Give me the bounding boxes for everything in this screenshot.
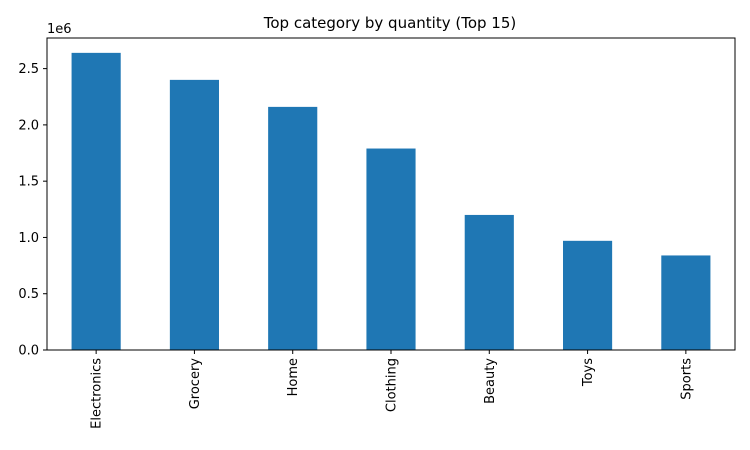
x-tick-label-sports: Sports	[679, 358, 694, 400]
bar-sports	[661, 255, 711, 350]
plot-area: 0.0 0.5 1.0 1.5 2.0 2.5 Electronics Grocery Home…	[18, 37, 736, 429]
y-tick-label: 1.0	[18, 231, 39, 246]
x-tick-label-home: Home	[286, 358, 301, 396]
bar-toys	[563, 240, 613, 350]
y-tick-label: 2.0	[18, 118, 39, 133]
x-tick-label-toys: Toys	[581, 358, 596, 387]
chart-title: Top category by quantity (Top 15)	[263, 14, 516, 32]
bar-home	[268, 106, 318, 350]
y-tick-label: 0.5	[18, 287, 39, 302]
y-tick-label: 0.0	[18, 344, 39, 359]
bar-grocery	[169, 79, 219, 351]
x-tick-label-beauty: Beauty	[483, 358, 498, 404]
bar-beauty	[464, 214, 514, 350]
y-tick-label: 2.5	[18, 62, 39, 77]
y-tick-label: 1.5	[18, 175, 39, 190]
bar-electronics	[71, 52, 121, 351]
x-tick-label-clothing: Clothing	[385, 358, 400, 412]
y-multiplier-label: 1e6	[47, 22, 72, 37]
x-tick-label-grocery: Grocery	[188, 358, 203, 410]
bar-clothing	[366, 148, 416, 350]
x-tick-label-electronics: Electronics	[90, 358, 105, 429]
